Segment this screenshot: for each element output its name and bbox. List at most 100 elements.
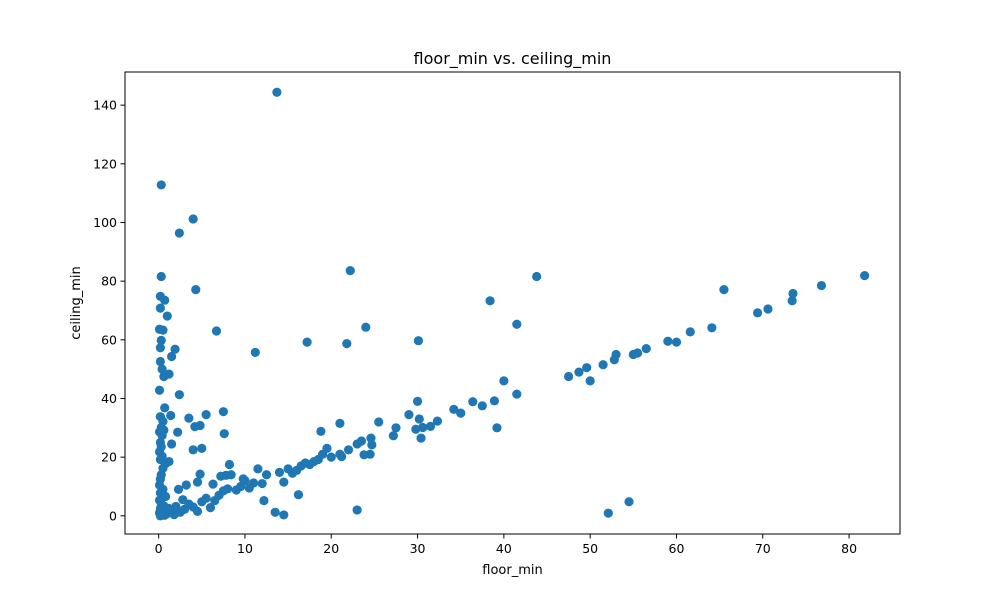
data-point [685, 327, 695, 337]
x-tick-label: 40 [496, 541, 512, 556]
y-tick-label: 100 [93, 215, 117, 230]
data-point [160, 295, 170, 305]
y-tick-label: 80 [101, 274, 117, 289]
data-point [787, 296, 797, 306]
data-point [279, 510, 289, 520]
data-point [432, 416, 443, 426]
data-point [170, 344, 180, 354]
data-point [413, 336, 424, 346]
data-point [404, 410, 414, 420]
data-point [257, 478, 267, 489]
data-point [532, 271, 542, 282]
y-axis-ticks: 0 20 40 60 80 100 120 140 [93, 98, 125, 523]
data-point [707, 323, 717, 333]
data-point [512, 319, 522, 329]
data-point [162, 311, 172, 321]
data-point [633, 348, 643, 358]
data-point [274, 467, 285, 477]
data-point [197, 443, 207, 453]
data-point [468, 397, 478, 407]
data-point [156, 180, 166, 190]
data-point [178, 495, 188, 505]
data-point [188, 445, 198, 455]
data-point [663, 336, 673, 346]
data-point [361, 322, 371, 332]
data-point [248, 478, 259, 488]
data-point [337, 451, 347, 462]
data-point [477, 401, 487, 411]
data-point [166, 410, 176, 421]
data-point [224, 459, 235, 470]
data-point [174, 228, 184, 238]
data-point [223, 484, 233, 494]
data-point [205, 503, 216, 513]
data-point [211, 326, 222, 336]
data-point [342, 339, 352, 349]
y-tick-label: 20 [101, 450, 117, 465]
data-point [603, 508, 613, 518]
data-point [411, 424, 421, 434]
x-axis-label: floor_min [482, 563, 542, 578]
data-point [208, 479, 218, 489]
data-point [356, 436, 367, 446]
data-point [316, 426, 326, 436]
data-point [412, 396, 423, 407]
data-point [156, 271, 166, 282]
data-point [156, 335, 166, 345]
data-point [788, 288, 798, 299]
data-point [456, 408, 466, 418]
data-point [449, 404, 459, 414]
data-point [343, 445, 354, 455]
x-tick-label: 10 [237, 541, 253, 556]
data-point [219, 429, 229, 439]
data-point [160, 403, 170, 413]
points-layer [154, 87, 870, 521]
data-point [158, 325, 168, 335]
x-tick-label: 30 [410, 541, 426, 556]
data-point [367, 440, 377, 450]
data-point [671, 337, 682, 347]
data-point [155, 356, 165, 367]
data-point [155, 343, 165, 353]
data-point [155, 511, 165, 521]
data-point [164, 503, 174, 514]
x-tick-label: 50 [582, 541, 598, 556]
data-point [574, 367, 584, 377]
y-tick-label: 120 [93, 156, 117, 171]
data-point [611, 349, 621, 360]
data-point [218, 407, 228, 417]
data-point [624, 497, 634, 507]
y-tick-label: 60 [101, 332, 117, 347]
data-point [195, 469, 205, 479]
data-point [860, 270, 870, 281]
y-tick-label: 0 [109, 508, 117, 523]
x-tick-label: 70 [755, 541, 771, 556]
data-point [195, 420, 205, 431]
data-point [582, 363, 592, 373]
data-point [598, 360, 608, 370]
data-point [169, 510, 179, 520]
data-point [326, 452, 336, 462]
data-point [192, 506, 203, 517]
data-point [157, 364, 167, 374]
data-point [226, 470, 236, 480]
data-point [391, 423, 401, 433]
data-point [238, 474, 248, 484]
data-point [485, 296, 495, 306]
data-point [352, 505, 362, 515]
data-point [259, 495, 269, 506]
data-point [564, 371, 574, 382]
x-axis-ticks: 0 10 20 30 40 50 60 70 80 [155, 534, 857, 556]
data-point [167, 439, 177, 449]
data-point [416, 433, 426, 443]
chart-title: floor_min vs. ceiling_min [414, 49, 612, 69]
x-tick-label: 20 [323, 541, 339, 556]
y-tick-label: 140 [93, 98, 117, 113]
data-point [201, 410, 211, 420]
data-point [164, 369, 174, 379]
data-point [322, 443, 332, 453]
y-axis-label: ceiling_min [69, 266, 84, 340]
data-point [184, 413, 194, 423]
data-point [174, 390, 184, 400]
